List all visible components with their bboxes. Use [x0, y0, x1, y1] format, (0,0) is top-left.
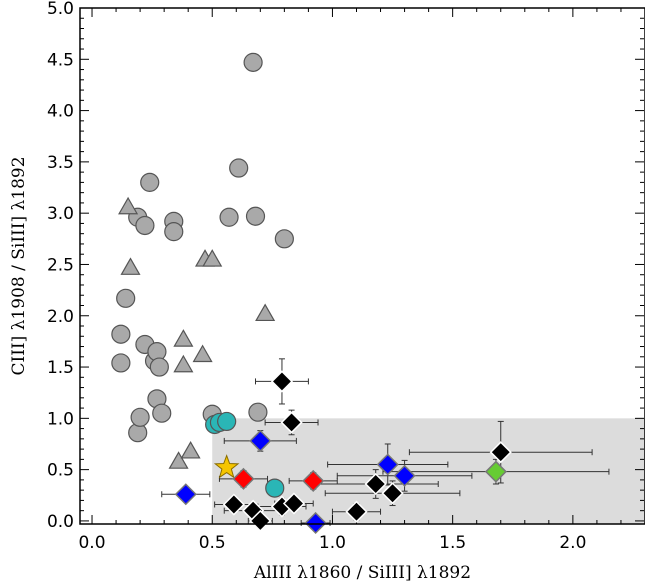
data-point-triangle	[202, 249, 223, 267]
data-point-circle	[111, 353, 131, 373]
data-point-diamond	[345, 500, 368, 523]
y-tick-label: 1.5	[47, 358, 74, 378]
data-point-diamond	[232, 467, 255, 490]
data-point-circle	[116, 288, 136, 308]
x-tick-label: 1.5	[439, 533, 466, 553]
data-point-diamond	[489, 441, 512, 464]
data-point-diamond	[376, 453, 399, 476]
data-point-triangle	[168, 451, 189, 469]
data-point-diamond	[381, 482, 404, 505]
y-tick-label: 3.5	[47, 153, 74, 173]
y-axis-label: CIII] λ1908 / SiIII] λ1892	[9, 156, 29, 375]
x-tick-label: 0.0	[78, 533, 105, 553]
data-point-circle	[274, 229, 294, 249]
data-point-circle	[243, 52, 263, 72]
data-point-diamond	[484, 460, 507, 483]
data-point-circle	[219, 207, 239, 227]
data-point-circle	[164, 222, 184, 242]
y-tick-label: 4.5	[47, 50, 74, 70]
data-point-circle	[130, 407, 150, 427]
data-point-triangle	[173, 329, 194, 347]
data-point-circle	[217, 411, 237, 432]
data-points-layer	[111, 52, 512, 535]
x-axis-label: AlIII λ1860 / SiIII] λ1892	[253, 563, 471, 583]
y-tick-label: 0.0	[47, 512, 74, 532]
data-point-circle	[265, 478, 285, 498]
data-point-diamond	[393, 464, 416, 487]
y-tick-label: 2.0	[47, 307, 74, 327]
data-point-diamond	[304, 511, 327, 535]
data-point-diamond	[282, 492, 306, 515]
x-tick-label: 1.0	[319, 533, 346, 553]
y-tick-label: 5.0	[47, 0, 74, 19]
data-point-diamond	[302, 469, 325, 492]
data-point-star	[213, 454, 240, 479]
data-point-circle	[229, 158, 249, 178]
data-point-diamond	[249, 429, 272, 452]
data-point-diamond	[222, 493, 245, 516]
data-point-circle	[248, 402, 268, 422]
data-point-triangle	[180, 440, 201, 459]
x-tick-label: 0.5	[199, 533, 226, 553]
x-tick-label: 2.0	[559, 533, 586, 553]
y-tick-label: 2.5	[47, 255, 74, 275]
data-point-circle	[149, 357, 169, 377]
data-point-diamond	[249, 509, 272, 532]
data-point-triangle	[255, 303, 276, 322]
data-point-circle	[135, 215, 155, 236]
data-point-triangle	[118, 196, 139, 215]
data-point-triangle	[120, 257, 141, 275]
data-point-circle	[111, 324, 131, 344]
plot-frame	[79, 7, 645, 525]
data-point-diamond	[174, 483, 197, 506]
data-point-circle	[152, 403, 172, 423]
data-point-diamond	[280, 411, 303, 434]
y-tick-label: 3.0	[47, 204, 74, 224]
data-point-circle	[245, 206, 266, 226]
data-point-triangle	[192, 344, 213, 363]
data-point-diamond	[270, 370, 294, 393]
y-tick-label: 1.0	[47, 409, 74, 429]
tick-labels: 0.0 0.5 1.0 1.5 2.0 0.0 0.5 1.0 1.5 2.0 2.5 3.0 3.5 4…	[47, 0, 586, 553]
data-point-triangle	[173, 354, 194, 373]
y-tick-label: 4.0	[47, 102, 74, 122]
data-point-diamond	[364, 472, 387, 496]
y-tick-label: 0.5	[47, 461, 74, 481]
data-point-circle	[140, 172, 160, 192]
